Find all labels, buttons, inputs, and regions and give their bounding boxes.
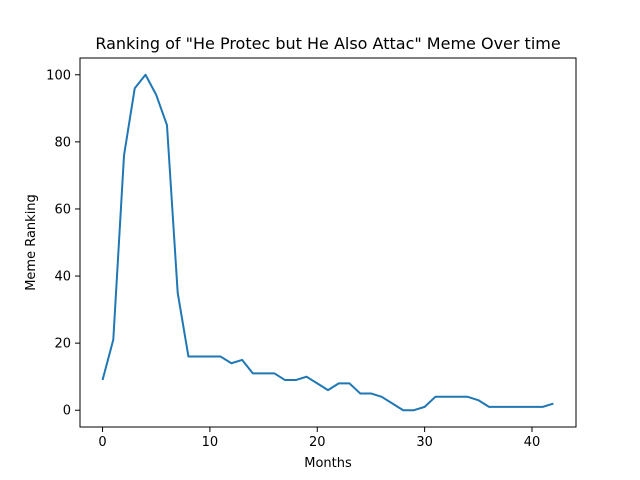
plot-area [101, 73, 554, 412]
x-tick-label: 30 [416, 435, 433, 450]
x-axis: 0 10 20 30 40 [98, 427, 540, 450]
series-line-0 [101, 73, 554, 412]
y-tick-label: 20 [54, 337, 71, 352]
y-axis: 0 20 40 60 80 100 [46, 68, 80, 419]
axes-frame [79, 57, 577, 428]
chart-title: Ranking of "He Protec but He Also Attac"… [95, 34, 560, 53]
y-tick-label: 60 [54, 202, 71, 217]
y-tick-label: 100 [46, 68, 71, 83]
y-tick-label: 40 [54, 270, 71, 285]
y-axis-label: Meme Ranking [24, 194, 39, 291]
x-axis-label: Months [304, 456, 352, 471]
x-tick-label: 10 [202, 435, 219, 450]
y-tick-label: 80 [54, 135, 71, 150]
x-tick-label: 0 [98, 435, 106, 450]
y-tick-label: 0 [63, 404, 71, 419]
x-tick-label: 40 [524, 435, 541, 450]
x-tick-label: 20 [309, 435, 326, 450]
